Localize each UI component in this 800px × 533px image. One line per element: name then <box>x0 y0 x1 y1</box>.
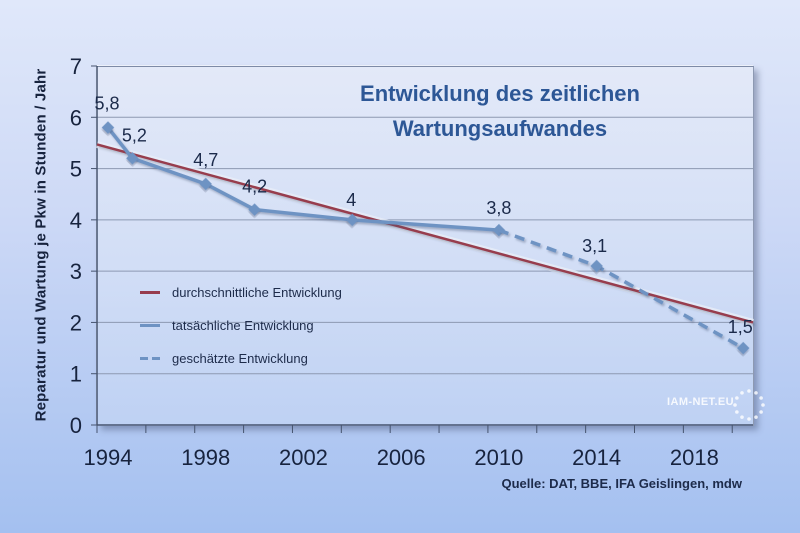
svg-text:6: 6 <box>70 105 82 130</box>
legend-marker-actual-icon <box>140 323 160 327</box>
legend-label-estimated: geschätzte Entwicklung <box>172 350 308 366</box>
svg-text:3,8: 3,8 <box>486 198 511 218</box>
plot-area <box>97 66 754 426</box>
svg-text:3,1: 3,1 <box>582 236 607 256</box>
y-axis-title: Reparatur und Wartung je Pkw in Stunden … <box>32 68 50 422</box>
svg-text:2018: 2018 <box>670 445 719 470</box>
svg-text:5,8: 5,8 <box>94 94 119 114</box>
legend-label-average: durchschnittliche Entwicklung <box>172 284 342 300</box>
svg-text:4,7: 4,7 <box>193 150 218 170</box>
svg-text:1: 1 <box>70 362 82 387</box>
legend-item-actual: tatsächliche Entwicklung <box>140 317 342 333</box>
legend: durchschnittliche Entwicklung tatsächlic… <box>140 284 342 383</box>
eu-stars-icon <box>733 389 765 421</box>
svg-text:0: 0 <box>70 413 82 438</box>
chart-title-line-2: Wartungsaufwandes <box>392 116 608 141</box>
legend-label-actual: tatsächliche Entwicklung <box>172 317 314 333</box>
svg-text:1994: 1994 <box>84 445 133 470</box>
svg-text:1,5: 1,5 <box>728 317 753 337</box>
chart-title: Entwicklung des zeitlichen Wartungsaufwa… <box>280 76 720 146</box>
legend-item-estimated: geschätzte Entwicklung <box>140 350 342 366</box>
svg-text:7: 7 <box>70 54 82 79</box>
svg-text:4,2: 4,2 <box>242 177 267 197</box>
svg-text:1998: 1998 <box>181 445 230 470</box>
watermark: IAM-NET.EU <box>650 384 768 424</box>
legend-marker-estimated-icon <box>140 356 160 360</box>
legend-item-average: durchschnittliche Entwicklung <box>140 284 342 300</box>
svg-text:2: 2 <box>70 310 82 335</box>
svg-text:2002: 2002 <box>279 445 328 470</box>
svg-text:5,2: 5,2 <box>122 125 147 145</box>
svg-text:2006: 2006 <box>377 445 426 470</box>
watermark-text: IAM-NET.EU <box>667 396 734 408</box>
chart-title-line-1: Entwicklung des zeitlichen <box>360 81 640 106</box>
svg-text:2014: 2014 <box>572 445 621 470</box>
svg-text:5: 5 <box>70 157 82 182</box>
svg-text:3: 3 <box>70 259 82 284</box>
svg-text:4: 4 <box>70 208 82 233</box>
legend-marker-average-icon <box>140 290 160 294</box>
source-note: Quelle: DAT, BBE, IFA Geislingen, mdw <box>501 476 742 491</box>
svg-text:4: 4 <box>346 190 356 210</box>
svg-text:2010: 2010 <box>474 445 523 470</box>
